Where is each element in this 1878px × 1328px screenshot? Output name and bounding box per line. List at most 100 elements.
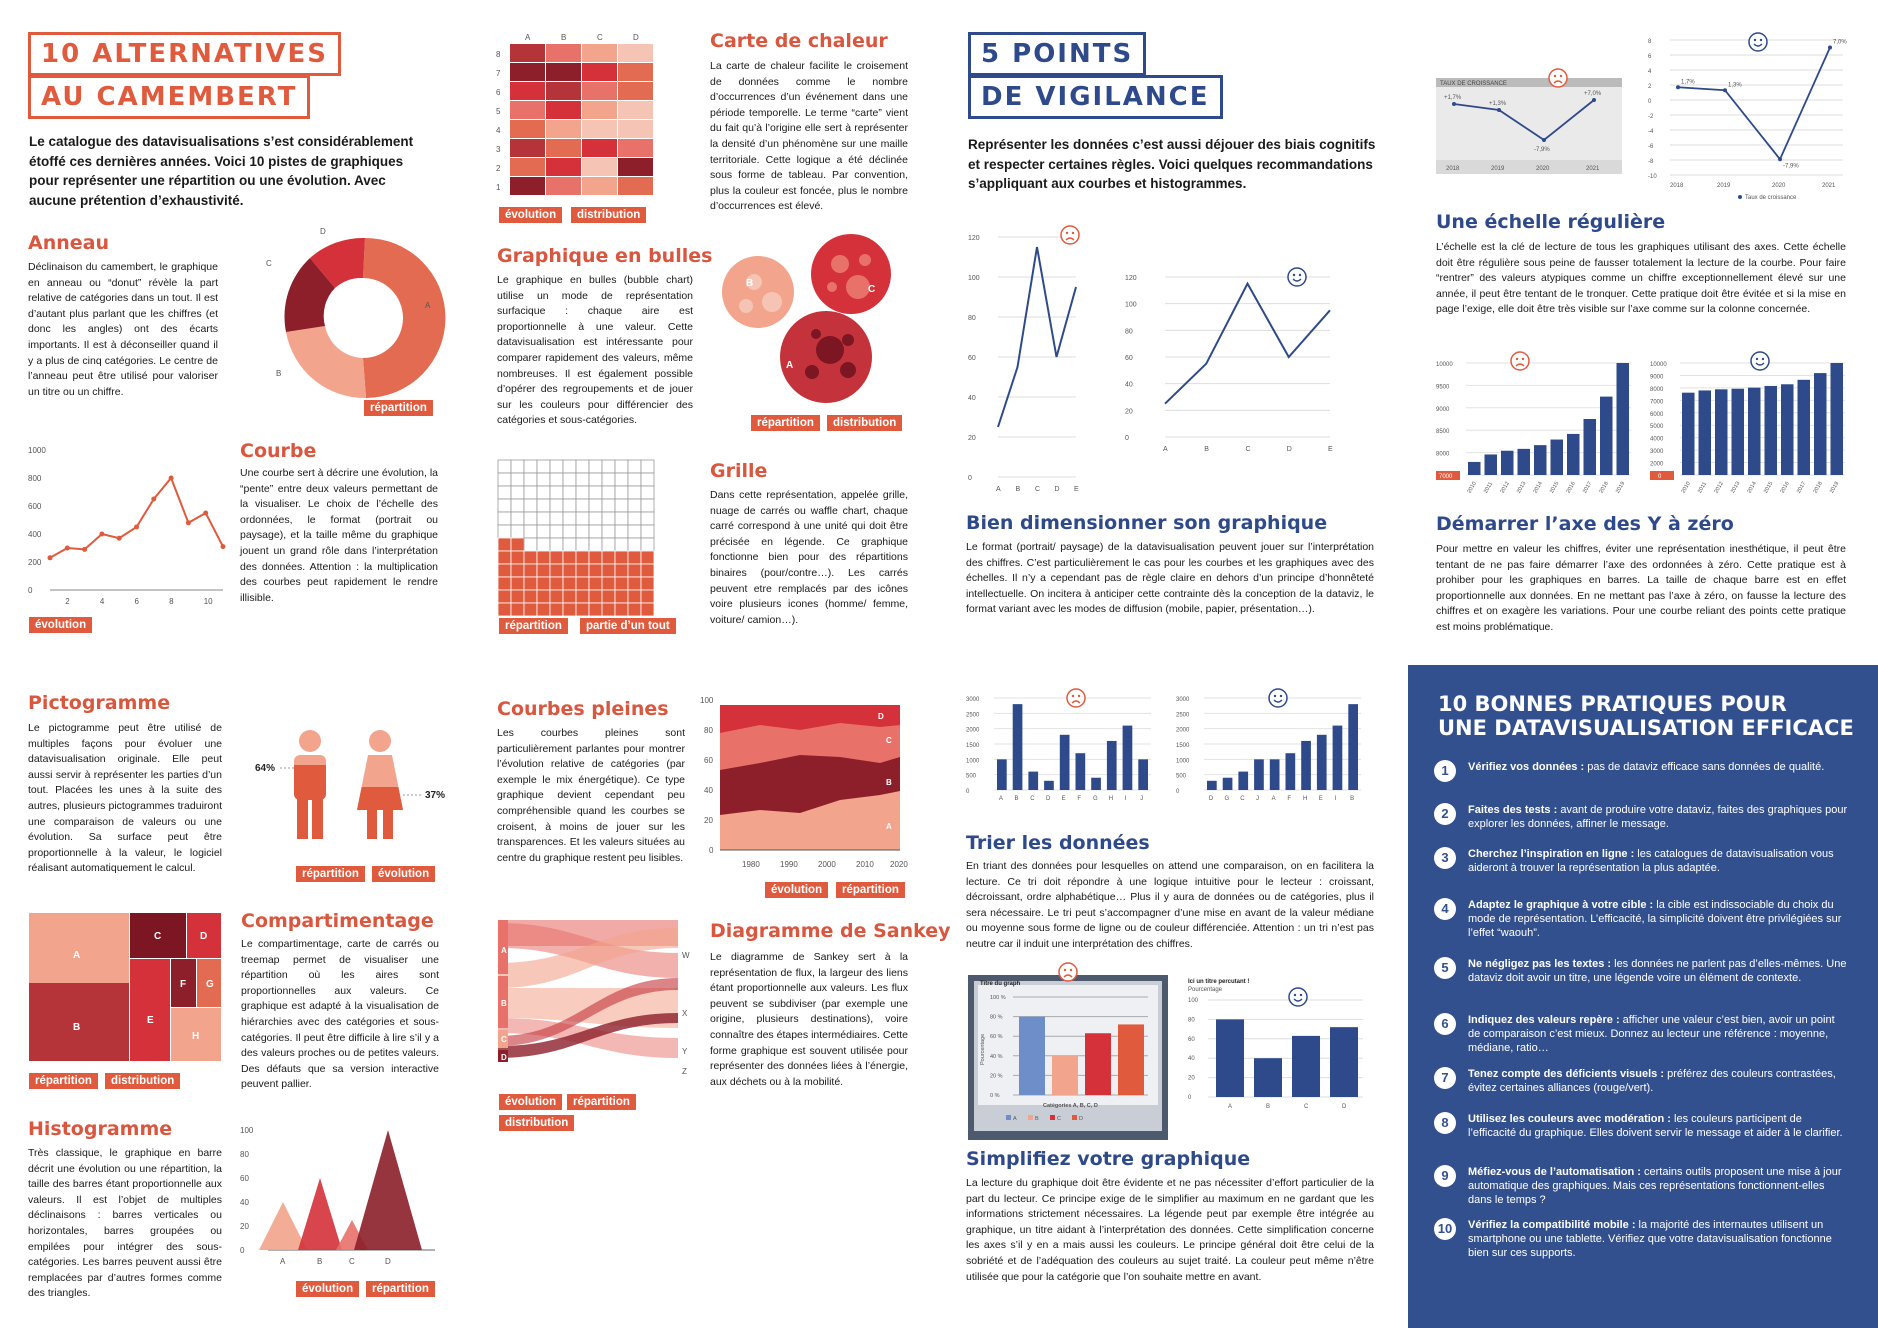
y-tick: 1000 <box>28 446 46 455</box>
bar <box>1715 389 1728 475</box>
waffle-cell <box>549 459 564 474</box>
waffle-cell <box>562 524 577 539</box>
svg-text:B: B <box>501 999 507 1008</box>
data-label: +1,7% <box>1444 95 1462 101</box>
bar <box>1028 771 1039 790</box>
waffle-cell <box>588 576 603 591</box>
waffle-cell <box>562 576 577 591</box>
chart-title: Titre du graph <box>980 981 1021 987</box>
pictogram-chart: 64% 37% <box>255 730 445 839</box>
tip-bold: Cherchez l’inspiration en ligne : <box>1468 848 1635 860</box>
tip-number: 6 <box>1434 1013 1456 1035</box>
bar <box>1781 384 1794 475</box>
y-tick: -4 <box>1648 129 1654 135</box>
waffle-cell <box>549 537 564 552</box>
tag-distribution: distribution <box>499 1115 575 1131</box>
tip-bold: Utilisez les couleurs avec modération : <box>1468 1113 1671 1125</box>
waffle-cell <box>497 589 512 604</box>
x-tick: E <box>1328 446 1333 453</box>
tip-number: 2 <box>1434 803 1456 825</box>
waffle-cell <box>575 537 590 552</box>
waffle-cell <box>588 472 603 487</box>
zero-title: Démarrer l’axe des Y à zéro <box>1436 513 1734 535</box>
dimension-bad-chart: 120 100 80 60 40 20 0 A B C D E <box>968 225 1080 493</box>
bulles-text: Le graphique en bulles (bubble chart) ut… <box>497 274 693 427</box>
heat-cell <box>582 139 617 157</box>
triangle-bar <box>354 1130 422 1250</box>
x-axis-label: Catégories A, B, C, D <box>1043 1103 1098 1109</box>
x-tick: 2015 <box>1763 481 1774 495</box>
y-tick: 2500 <box>1176 712 1190 718</box>
waffle-cell <box>536 524 551 539</box>
best-practices-panel: 10 BONNES PRATIQUES POUR UNE DATAVISUALI… <box>1408 665 1878 1328</box>
bar <box>1285 753 1296 790</box>
heat-cell <box>510 139 545 157</box>
y-tick: 80 % <box>990 1015 1003 1021</box>
bar <box>1216 1019 1244 1097</box>
svg-text:2010: 2010 <box>856 860 874 869</box>
x-tick: 2020 <box>1772 183 1786 189</box>
compart-title: Compartimentage <box>241 910 434 932</box>
waffle-cell <box>614 537 629 552</box>
waffle-cell <box>627 498 642 513</box>
x-tick: F <box>1287 796 1291 802</box>
line-series <box>1677 47 1831 161</box>
y-tick: 120 <box>1125 275 1137 282</box>
treemap-e <box>130 959 170 1061</box>
waffle-cell <box>627 550 642 565</box>
x-tick: 2 <box>65 597 70 606</box>
sort-good-chart: 3000 2500 2000 1500 1000 500 0 D G C J A F H E I B <box>1176 688 1361 802</box>
donut-slice-b <box>286 326 366 399</box>
waffle-cell <box>627 589 642 604</box>
y-tick: 4000 <box>1650 437 1664 443</box>
svg-text:B: B <box>886 778 892 787</box>
data-label: 7,0% <box>1833 40 1847 46</box>
svg-text:X: X <box>682 1009 688 1018</box>
histo-title: Histogramme <box>28 1118 173 1140</box>
tag-repartition: répartition <box>364 400 433 416</box>
heat-cell <box>582 82 617 100</box>
y-tick: 0 <box>240 1246 245 1255</box>
heat-cell <box>546 158 581 176</box>
bar <box>1814 373 1827 475</box>
bar <box>1731 388 1744 475</box>
data-label: 1,3% <box>1728 82 1742 88</box>
waffle-cell <box>588 485 603 500</box>
line-series <box>49 476 224 559</box>
treemap-h <box>171 1008 221 1061</box>
waffle-cell <box>601 472 616 487</box>
y-tick: 2 <box>1648 84 1652 90</box>
tip-body: les couleurs participent de l’efficacité… <box>1468 1113 1843 1139</box>
tag-evolution: évolution <box>499 1094 563 1110</box>
svg-text:2000: 2000 <box>818 860 836 869</box>
y-tick: 9000 <box>1650 374 1664 380</box>
waffle-cell <box>640 602 655 617</box>
tip-body: les catalogues de datavisualisation vous… <box>1468 848 1834 874</box>
waffle-cell <box>510 576 525 591</box>
waffle-cell <box>549 589 564 604</box>
y-tick: 8000 <box>1650 387 1664 393</box>
waffle-cell <box>497 550 512 565</box>
y-tick: 2000 <box>1650 462 1664 468</box>
axis-base: 7000 <box>1439 474 1453 480</box>
tip-text: Utilisez les couleurs avec modération : … <box>1468 1112 1848 1140</box>
bar <box>1501 450 1514 475</box>
heat-cell <box>618 44 653 62</box>
waffle-cell <box>601 511 616 526</box>
sad-face-icon <box>1058 962 1078 982</box>
x-tick: 2018 <box>1670 183 1684 189</box>
x-tick: A <box>996 486 1001 493</box>
x-tick: 2020 <box>1536 166 1550 172</box>
svg-text:Y: Y <box>682 1047 688 1056</box>
waffle-cell <box>523 602 538 617</box>
waffle-cell <box>549 511 564 526</box>
y-tick: 9500 <box>1436 384 1450 390</box>
pct-left: 64% <box>255 763 275 774</box>
bar <box>1583 419 1596 475</box>
waffle-cell <box>575 498 590 513</box>
heat-cell <box>618 139 653 157</box>
chart-title: Ici un titre percutant ! <box>1188 979 1249 985</box>
bar <box>1484 454 1497 475</box>
treemap-b <box>29 983 129 1061</box>
x-tick: I <box>1334 796 1336 802</box>
